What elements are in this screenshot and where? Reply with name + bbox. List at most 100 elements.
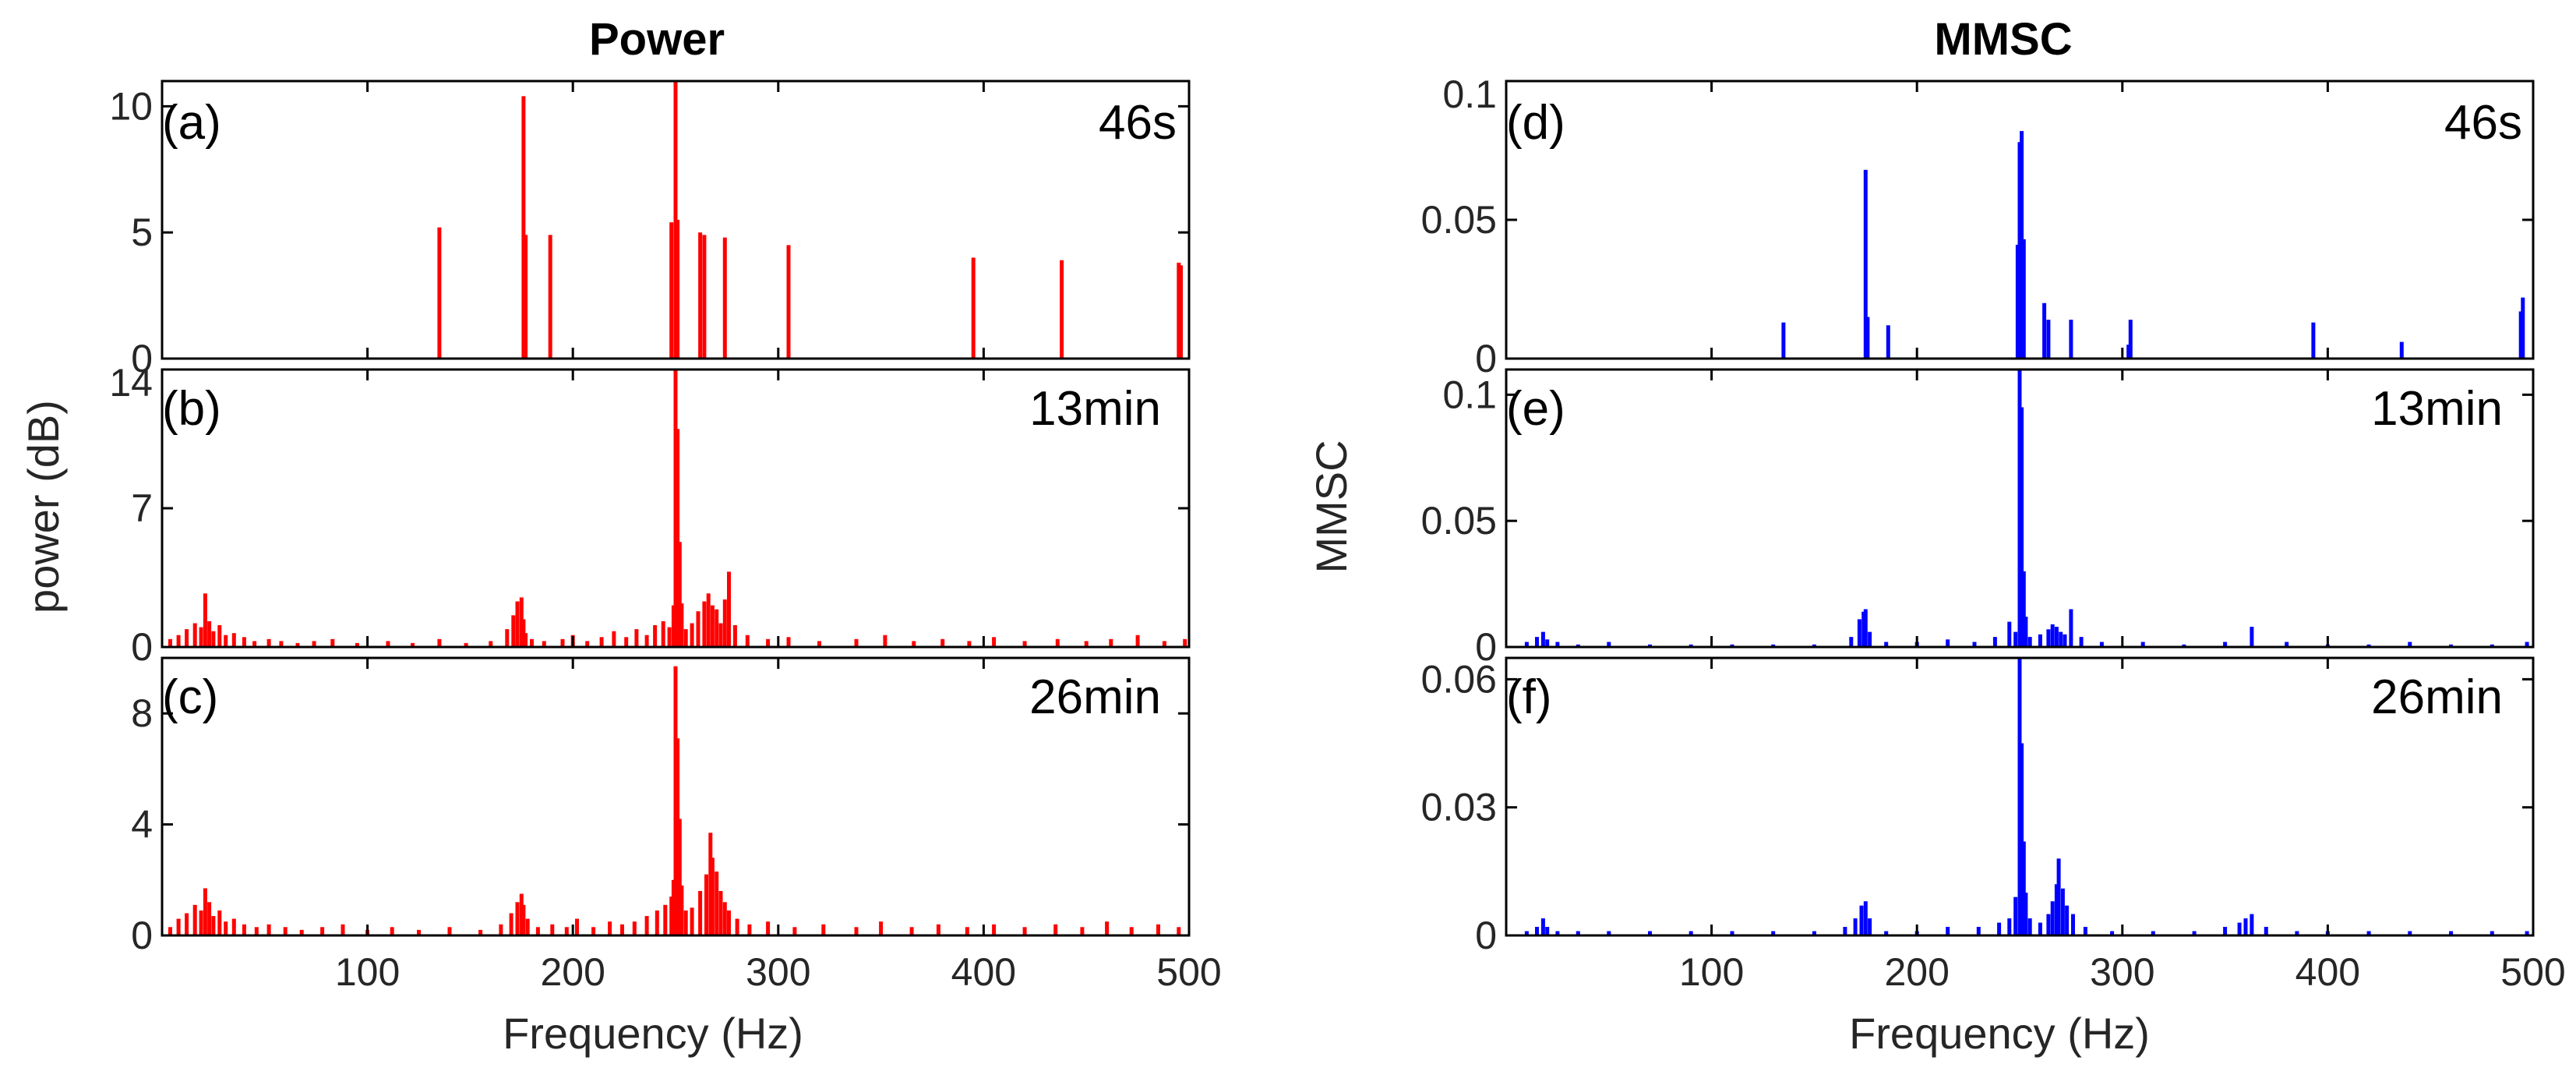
bar (548, 235, 552, 359)
y-tick-label: 0.05 (1421, 499, 1497, 543)
bar (2017, 142, 2022, 359)
bar (1946, 639, 1950, 647)
bar (2027, 918, 2032, 935)
bar (217, 910, 222, 935)
bar (1771, 931, 1776, 935)
y-tick-label: 0.06 (1421, 657, 1497, 701)
mmsc-x-axis-label: Frequency (Hz) (1849, 1009, 2150, 1058)
bar (1524, 642, 1529, 647)
bar (464, 642, 468, 647)
bar (521, 619, 526, 647)
bar (515, 601, 520, 647)
bar (2046, 629, 2051, 647)
panel-c-time-label: 26min (1029, 670, 1161, 724)
bar (1535, 927, 1539, 935)
bar (1540, 631, 1545, 647)
panel-c-frame (161, 656, 1191, 937)
bar (786, 637, 791, 647)
bar (2079, 637, 2084, 647)
bar (2060, 888, 2065, 935)
x-tick-label: 400 (951, 950, 1016, 994)
bar (312, 641, 316, 647)
bar (1843, 927, 1847, 935)
bar (655, 910, 659, 935)
bar (2525, 642, 2529, 647)
panel-e-mmsc-13min: (e) 13min 0 0.05 0.1 (1421, 368, 2535, 669)
bar (1781, 322, 1786, 359)
bar (1812, 931, 1816, 935)
bar (168, 638, 172, 647)
bar (710, 605, 715, 647)
mmsc-y-axis-label: MMSC (1307, 440, 1356, 573)
bar (185, 913, 189, 935)
bar (283, 927, 288, 935)
bar (254, 927, 259, 935)
bar (992, 637, 997, 647)
bar (2449, 931, 2454, 935)
bar (673, 666, 678, 935)
bar (2285, 642, 2289, 647)
bar (722, 599, 727, 647)
bar (702, 601, 707, 647)
bar (355, 642, 359, 647)
bar (909, 927, 914, 935)
bar (669, 222, 674, 359)
bar (1545, 927, 1550, 935)
bar (683, 629, 688, 647)
bar (519, 893, 524, 935)
bar (2024, 617, 2028, 647)
bar (661, 621, 665, 647)
bar (879, 921, 884, 935)
bar (620, 924, 624, 935)
bar (1109, 638, 1113, 647)
x-tick-label: 400 (2295, 950, 2360, 994)
bar (1884, 931, 1889, 935)
bar (2063, 634, 2067, 647)
bar (203, 888, 207, 935)
bar (679, 603, 684, 647)
bar (698, 232, 703, 359)
bar (2042, 302, 2047, 359)
panel-f-time-label: 26min (2371, 670, 2503, 724)
bar (854, 638, 859, 647)
bar (519, 597, 524, 647)
bar (912, 641, 916, 647)
bar (1997, 922, 2002, 935)
bar (266, 924, 271, 935)
bar (2366, 931, 2371, 935)
bar (1576, 644, 1580, 647)
bar (2038, 922, 2042, 935)
bar (542, 641, 546, 647)
y-tick-label: 14 (109, 361, 153, 405)
panel-d-time-label: 46s (2444, 96, 2522, 150)
bar (940, 638, 945, 647)
bar (2192, 931, 2197, 935)
bar (690, 907, 694, 935)
panel-a-time-label: 46s (1099, 96, 1177, 150)
bar (242, 924, 246, 935)
bar (1859, 905, 1864, 935)
bar (299, 929, 304, 935)
power-column-title: Power (589, 14, 725, 65)
bar (2366, 644, 2371, 647)
bar (2264, 927, 2268, 935)
bar (2083, 927, 2087, 935)
bar (2050, 624, 2055, 647)
panel-e-frame (1505, 368, 2535, 649)
bar (1055, 638, 1060, 647)
y-tick-label: 0 (131, 337, 153, 380)
bar (786, 245, 791, 359)
bar (2223, 642, 2228, 647)
power-x-axis-label: Frequency (Hz) (503, 1009, 803, 1058)
bar (1861, 611, 1866, 647)
bar (1183, 638, 1187, 647)
bar (1535, 637, 1539, 647)
x-tick-label: 100 (335, 950, 400, 994)
bar (224, 921, 228, 935)
bar (1022, 641, 1027, 647)
bar (624, 637, 629, 647)
bar (417, 929, 421, 935)
bar (1135, 635, 1140, 647)
bar (679, 885, 684, 935)
